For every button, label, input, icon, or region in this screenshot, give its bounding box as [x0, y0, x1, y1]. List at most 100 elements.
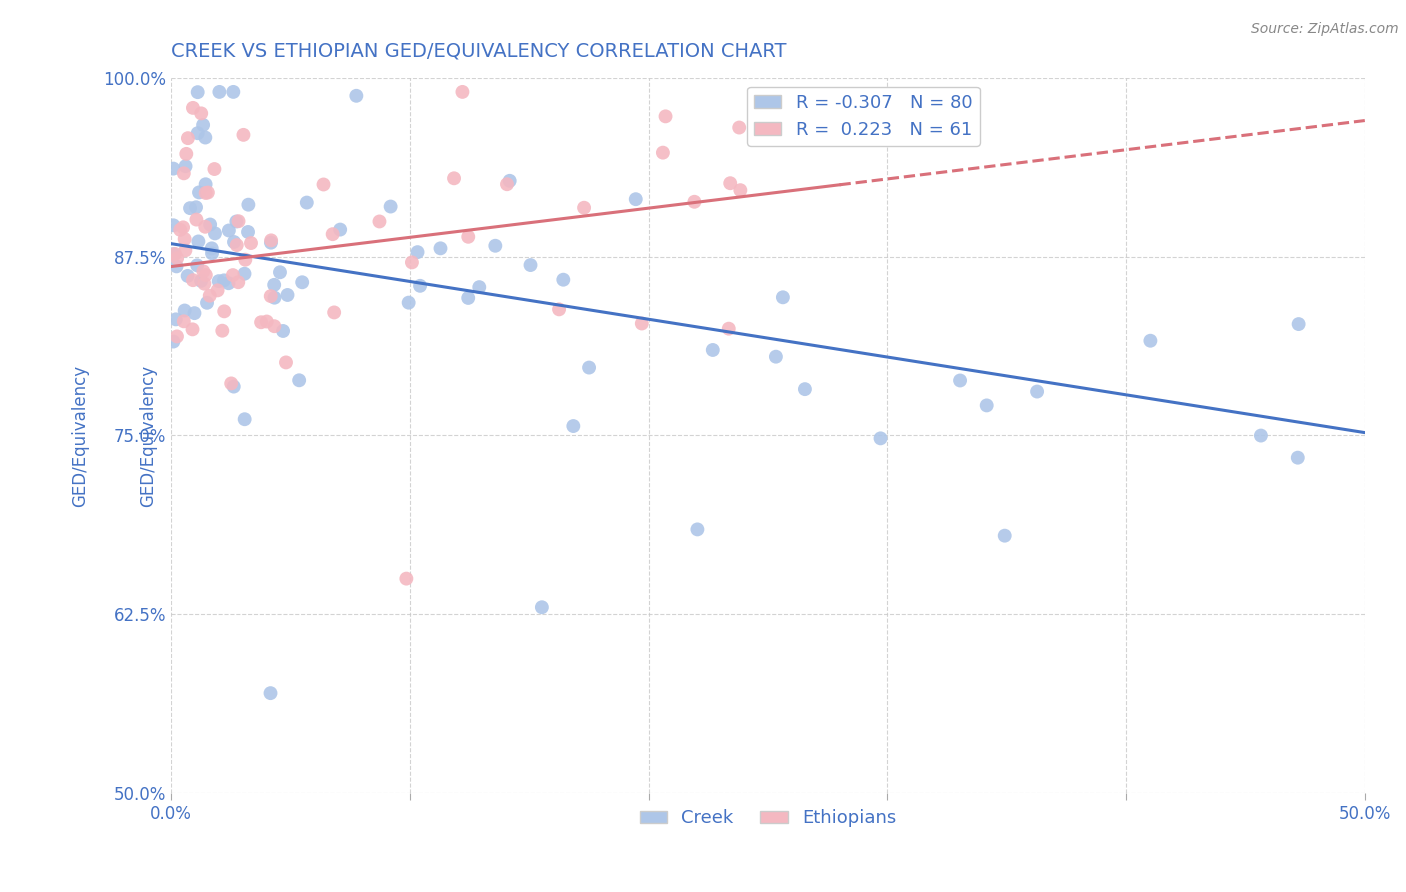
Point — [1026, 384, 1049, 399]
Point — [406, 245, 429, 260]
Point — [772, 290, 794, 304]
Point — [260, 235, 283, 250]
Point — [730, 183, 752, 197]
Point — [194, 130, 217, 145]
Point — [226, 275, 249, 289]
Point — [288, 373, 311, 387]
Point — [218, 277, 240, 291]
Point — [271, 324, 294, 338]
Point — [208, 85, 231, 99]
Point — [344, 88, 367, 103]
Point — [174, 159, 197, 173]
Point — [269, 265, 291, 279]
Y-axis label: GED/Equivalency: GED/Equivalency — [139, 365, 157, 507]
Point — [651, 145, 673, 160]
Point — [484, 239, 506, 253]
Point — [179, 201, 201, 215]
Point — [172, 220, 194, 235]
Point — [162, 334, 184, 349]
Point — [994, 529, 1017, 543]
Point — [263, 291, 285, 305]
Point — [173, 232, 195, 246]
Point — [260, 289, 283, 303]
Point — [163, 247, 186, 261]
Point — [236, 225, 259, 239]
Point — [263, 319, 285, 334]
Point — [218, 223, 240, 237]
Point — [630, 317, 652, 331]
Point — [869, 431, 891, 445]
Point — [186, 212, 208, 227]
Point — [198, 218, 221, 232]
Point — [654, 109, 676, 123]
Point — [401, 255, 423, 269]
Point — [429, 241, 451, 255]
Point — [329, 222, 352, 236]
Legend: Creek, Ethiopians: Creek, Ethiopians — [633, 802, 904, 834]
Point — [238, 197, 260, 211]
Point — [176, 147, 198, 161]
Point — [198, 289, 221, 303]
Point — [174, 244, 197, 258]
Point — [173, 166, 195, 180]
Point — [187, 126, 209, 140]
Point — [190, 106, 212, 120]
Point — [194, 219, 217, 234]
Point — [409, 278, 432, 293]
Point — [233, 267, 256, 281]
Point — [222, 268, 245, 282]
Point — [949, 374, 972, 388]
Point — [519, 258, 541, 272]
Point — [187, 235, 209, 249]
Point — [380, 200, 402, 214]
Point — [451, 85, 474, 99]
Point — [263, 277, 285, 292]
Point — [240, 235, 263, 250]
Point — [562, 419, 585, 434]
Point — [204, 227, 226, 241]
Point — [686, 523, 709, 537]
Point — [624, 192, 647, 206]
Point — [274, 355, 297, 369]
Point — [219, 376, 242, 391]
Point — [212, 304, 235, 318]
Point — [276, 288, 298, 302]
Point — [211, 324, 233, 338]
Point — [499, 174, 522, 188]
Point — [193, 277, 215, 291]
Point — [187, 85, 209, 99]
Point — [201, 241, 224, 255]
Point — [322, 227, 344, 242]
Point — [208, 274, 231, 288]
Point — [228, 214, 250, 228]
Point — [169, 223, 191, 237]
Point — [578, 360, 600, 375]
Point — [181, 322, 204, 336]
Point — [193, 264, 215, 278]
Point — [191, 118, 214, 132]
Point — [173, 314, 195, 328]
Point — [718, 176, 741, 190]
Point — [323, 305, 346, 319]
Point — [194, 186, 217, 200]
Point — [233, 412, 256, 426]
Point — [1139, 334, 1161, 348]
Point — [162, 219, 184, 233]
Point — [291, 275, 314, 289]
Point — [194, 178, 217, 192]
Point — [201, 246, 224, 260]
Point — [259, 686, 281, 700]
Point — [232, 128, 254, 142]
Point — [222, 379, 245, 393]
Point — [233, 252, 256, 267]
Point — [162, 247, 184, 261]
Point — [181, 101, 204, 115]
Point — [398, 295, 420, 310]
Point — [166, 329, 188, 343]
Point — [165, 312, 187, 326]
Point — [166, 260, 188, 274]
Point — [295, 195, 318, 210]
Point — [176, 268, 198, 283]
Point — [184, 200, 207, 214]
Point — [225, 214, 247, 228]
